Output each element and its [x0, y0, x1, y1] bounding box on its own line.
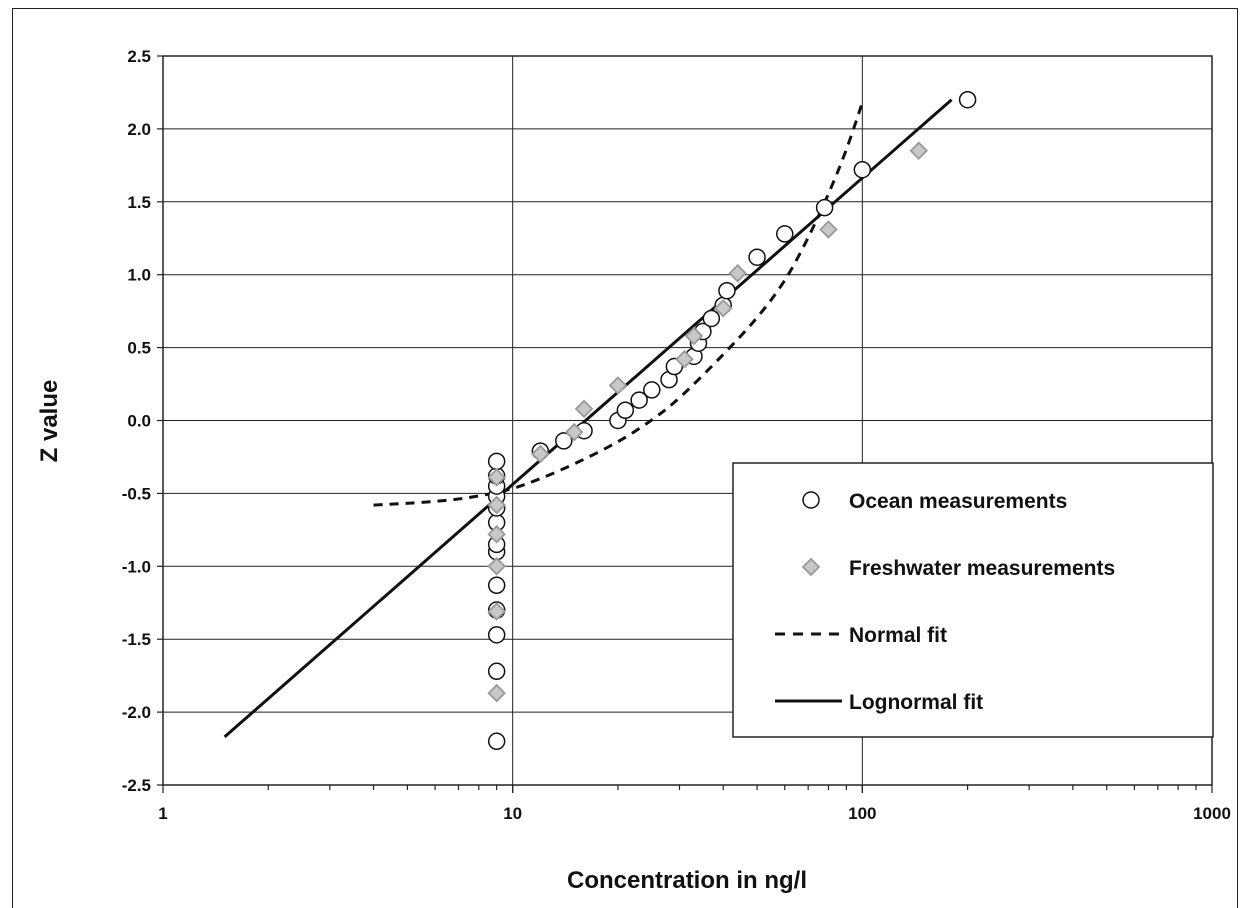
y-tick-label: -2.0: [122, 703, 151, 722]
freshwater-point: [531, 444, 550, 464]
x-tick-label: 10: [503, 804, 522, 823]
y-axis-label: Z value: [36, 380, 63, 463]
x-tick-label: 1: [158, 804, 167, 823]
ocean-point: [487, 626, 506, 644]
freshwater-point: [487, 524, 506, 544]
y-tick-label: -2.5: [122, 776, 151, 795]
y-tick-label: 1.5: [127, 193, 151, 212]
normal-fit-line: [373, 102, 864, 507]
ocean-point: [487, 732, 506, 751]
freshwater-point: [728, 263, 747, 283]
freshwater-point: [675, 349, 694, 369]
ocean-point: [718, 281, 736, 300]
freshwater-point: [819, 220, 838, 239]
ocean-point: [702, 309, 721, 328]
legend-label: Freshwater measurements: [849, 557, 1115, 580]
legend-freshwater-marker: [801, 557, 821, 577]
ocean-point: [665, 357, 684, 376]
plot-area-border: [162, 55, 1213, 786]
x-axis-label: Concentration in ng/l: [567, 867, 807, 894]
freshwater-point: [487, 557, 506, 576]
freshwater-point: [487, 683, 506, 703]
data-points: [487, 90, 977, 751]
ocean-point: [487, 576, 506, 595]
freshwater-point: [487, 495, 506, 515]
ocean-point: [776, 225, 794, 243]
x-tick-label: 1000: [1193, 804, 1231, 823]
ocean-point: [555, 432, 573, 450]
axes: 2.5 2.0 1.5 1.0 0.5 0.0 -0.5 -1.0 -1.5 -2.0 -2.5 1 1…: [122, 47, 1231, 823]
y-tick-label: 2.5: [127, 47, 151, 66]
ocean-point: [853, 160, 872, 179]
freshwater-point: [574, 399, 594, 419]
legend-label: Normal fit: [849, 624, 947, 647]
y-tick-label: 1.0: [127, 266, 151, 285]
ocean-point: [630, 391, 648, 409]
legend: Ocean measurements Freshwater measurement…: [732, 462, 1214, 738]
ocean-point: [643, 381, 661, 399]
freshwater-point: [713, 298, 733, 318]
y-tick-label: 2.0: [127, 120, 151, 139]
freshwater-point: [564, 422, 584, 442]
ocean-point: [487, 452, 506, 471]
legend-label: Lognormal fit: [849, 691, 983, 714]
ocean-point: [958, 90, 977, 109]
freshwater-point: [487, 468, 506, 487]
y-tick-label: -0.5: [122, 484, 151, 503]
freshwater-point: [487, 602, 506, 621]
legend-label: Ocean measurements: [849, 490, 1067, 513]
legend-box: [732, 462, 1214, 738]
y-tick-label: -1.0: [122, 557, 151, 576]
freshwater-point: [608, 376, 628, 395]
y-tick-label: 0.0: [127, 412, 151, 431]
y-tick-label: -1.5: [122, 630, 151, 649]
freshwater-point: [684, 326, 704, 346]
ocean-point: [748, 248, 766, 266]
freshwater-point: [909, 141, 929, 161]
legend-ocean-marker: [802, 491, 820, 509]
ocean-point: [487, 662, 506, 681]
ocean-point: [815, 198, 834, 217]
y-tick-label: 0.5: [127, 339, 151, 358]
x-tick-label: 100: [848, 804, 876, 823]
chart-frame: [12, 8, 1238, 908]
ocean-point: [616, 401, 635, 420]
